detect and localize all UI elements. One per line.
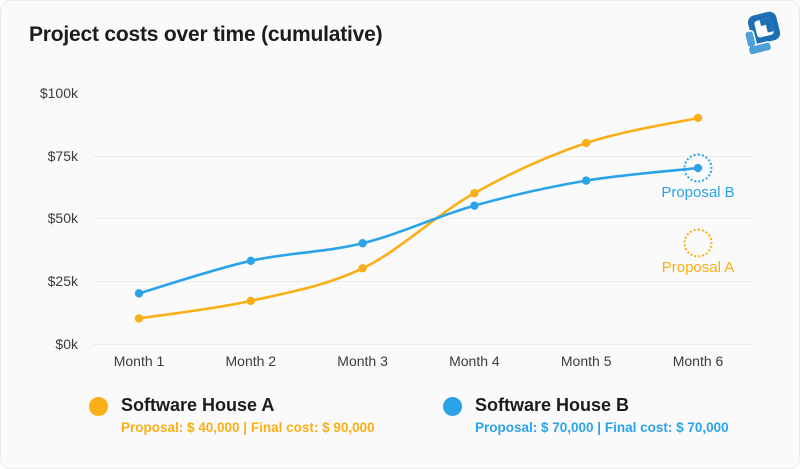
data-point-software-house-b [134, 289, 144, 298]
x-axis-tick-label: Month 6 [672, 353, 724, 369]
gridline [93, 155, 754, 157]
data-point-software-house-a [693, 113, 703, 123]
annotation-label-proposal-b: Proposal B [661, 184, 735, 202]
legend-detail-a: Proposal: $ 40,000 | Final cost: $ 90,00… [121, 419, 375, 435]
y-axis-tick-label: $100k [39, 84, 78, 101]
data-point-software-house-b [246, 256, 255, 266]
annotation-ring-proposal-a [683, 228, 713, 258]
y-axis-tick-label: $75k [47, 147, 78, 164]
annotation-ring-proposal-b [683, 153, 713, 183]
chart-title: Project costs over time (cumulative) [29, 23, 383, 46]
x-axis-tick-label: Month 3 [337, 353, 388, 369]
legend-item-software-house-a: Software House A Proposal: $ 40,000 | Fi… [89, 395, 375, 435]
data-point-software-house-b [358, 239, 367, 248]
data-point-software-house-a [358, 264, 367, 273]
legend-name-a: Software House A [121, 395, 275, 415]
annotation-label-proposal-a: Proposal A [661, 259, 735, 277]
legend-dot-b [443, 397, 462, 416]
x-axis-tick-label: Month 4 [449, 353, 500, 369]
legend-dot-a [89, 397, 108, 416]
data-point-software-house-b [582, 176, 591, 185]
y-axis-tick-label: $0k [55, 335, 78, 352]
gridline [93, 343, 754, 345]
x-axis-tick-label: Month 5 [560, 353, 612, 369]
series-line-software-house-b [137, 166, 700, 295]
y-axis-tick-label: $25k [47, 272, 78, 289]
x-axis-tick-label: Month 2 [225, 353, 277, 369]
data-point-software-house-a [134, 314, 144, 323]
gridline [93, 218, 754, 220]
y-axis-tick-label: $50k [47, 210, 78, 227]
data-point-software-house-a [582, 138, 591, 148]
data-point-software-house-b [470, 201, 479, 210]
legend-name-b: Software House B [475, 395, 630, 415]
legend-detail-b: Proposal: $ 70,000 | Final cost: $ 70,00… [475, 419, 729, 435]
brand-logo-icon [743, 11, 781, 56]
x-axis-tick-label: Month 1 [113, 353, 165, 369]
legend-item-software-house-b: Software House B Proposal: $ 70,000 | Fi… [443, 395, 729, 435]
gridline [93, 280, 754, 282]
data-point-software-house-a [470, 188, 479, 198]
data-point-software-house-a [246, 296, 255, 306]
